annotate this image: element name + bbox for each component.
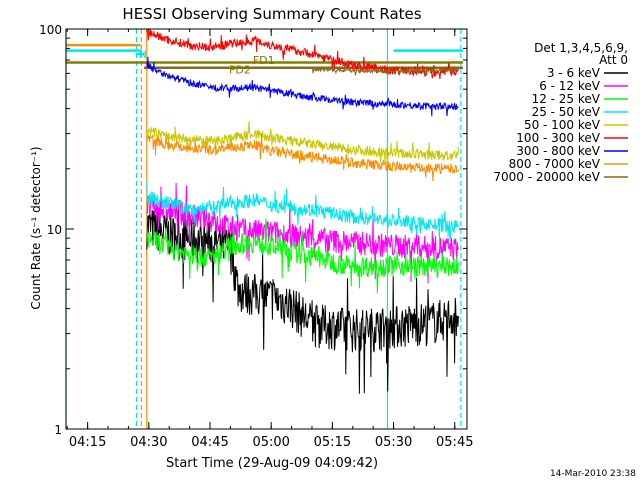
legend-label: 800 - 7000 keV [509,157,601,171]
x-tick-label: 05:45 [436,435,473,450]
x-tick-label: 05:00 [252,435,289,450]
series-trace [146,218,459,294]
legend-header-line-2: Att 0 [599,53,628,67]
series-trace [311,66,459,76]
series-trace [146,180,459,245]
y-tick-label: 100 [39,23,62,37]
chart-title: HESSI Observing Summary Count Rates [122,5,421,23]
series-trace [146,203,459,394]
footer-timestamp: 14-Mar-2010 23:38 [550,469,636,479]
series-trace [146,133,459,182]
series-trace [146,29,459,79]
legend-label: 6 - 12 keV [539,79,601,93]
x-tick-label: 04:30 [130,435,167,450]
plot-area: 04:15 04:30 04:45 05:00 05:15 05:30 05:45 1 10 10… [39,23,473,450]
x-tick-label: 04:45 [191,435,228,450]
legend-label: 25 - 50 keV [532,105,601,119]
flag-n-label: N [139,48,147,61]
legend-label: 3 - 6 keV [547,66,601,80]
legend-label: 100 - 300 keV [516,131,600,145]
legend-header-line-1: Det 1,3,4,5,6,9, [534,41,628,55]
y-axis-label: Count Rate (s⁻¹ detector⁻¹) [29,146,43,309]
plot-frame [65,28,468,430]
x-tick-label: 05:15 [314,435,351,450]
legend-label: 50 - 100 keV [524,118,601,132]
y-tick-label: 10 [47,223,62,237]
y-tick-label: 1 [54,423,62,437]
legend-label: 300 - 800 keV [516,144,600,158]
x-tick-label: 05:30 [375,435,412,450]
x-axis-label: Start Time (29-Aug-09 04:09:42) [166,456,378,471]
legend-label: 7000 - 20000 keV [493,170,600,184]
series-trace [146,56,459,117]
flag-fd2-label: FD2 [229,63,251,76]
flag-fd1-label: FD1 [253,54,275,67]
series-trace [146,121,459,167]
x-tick-label: 04:15 [69,435,106,450]
legend-label: 12 - 25 keV [532,92,601,106]
